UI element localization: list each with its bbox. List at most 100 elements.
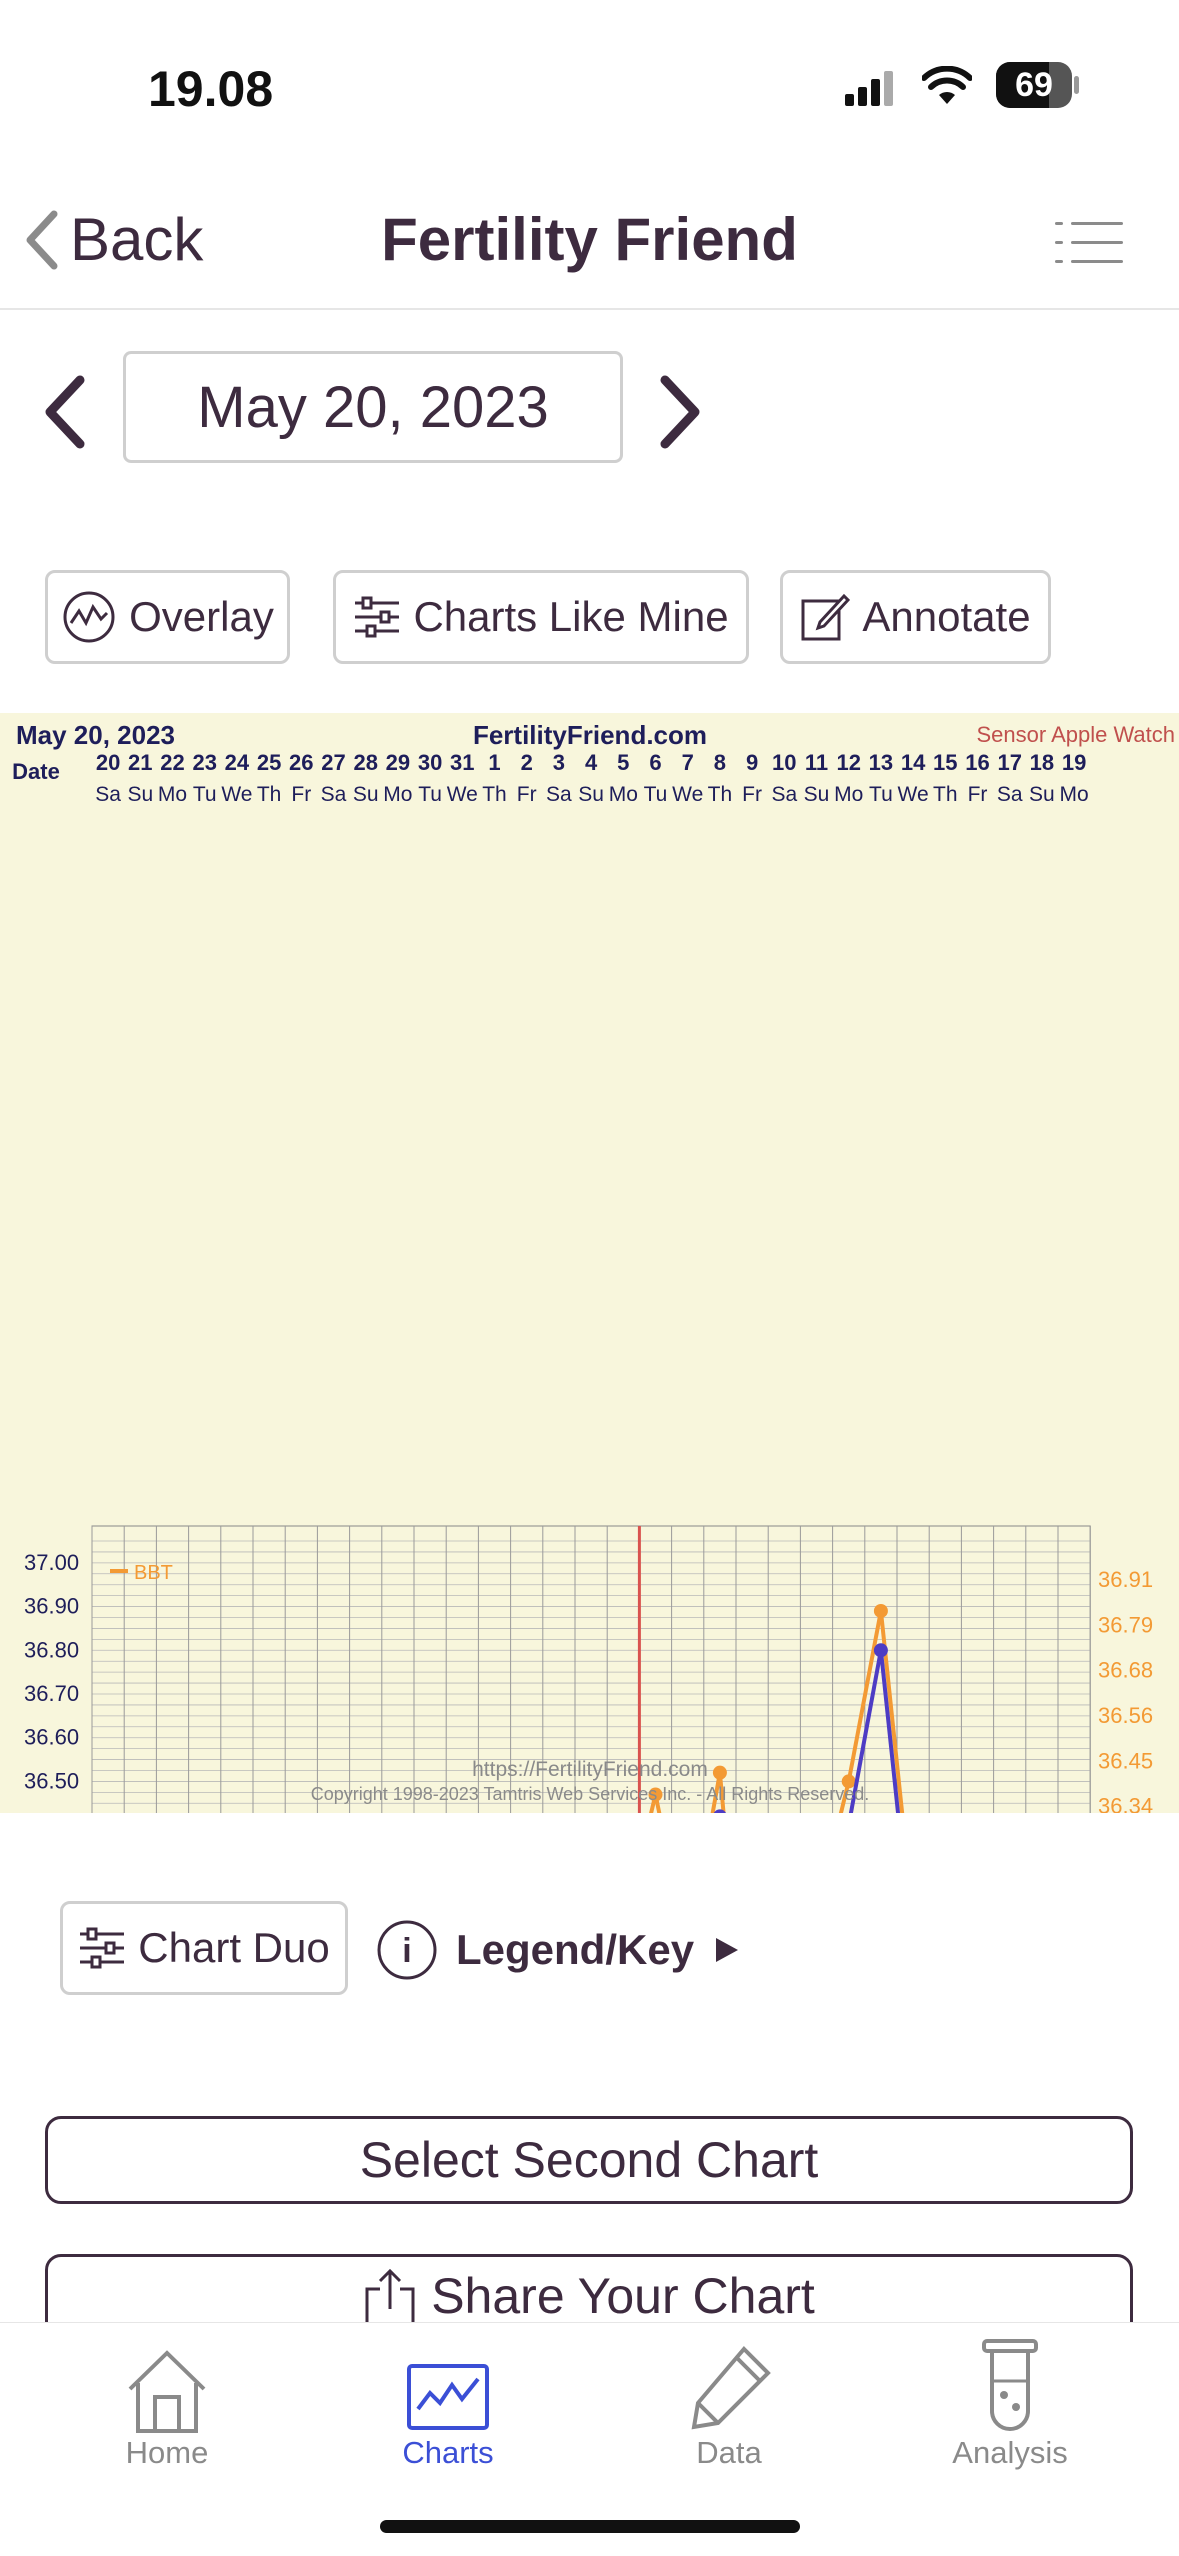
data-point [648,1787,663,1802]
date-label: 30 [418,750,442,775]
charts-like-mine-label: Charts Like Mine [413,593,729,640]
date-label: 16 [965,750,989,775]
date-label: 7 [682,750,694,775]
battery-level: 69 [1015,66,1053,104]
weekday-label: Mo [609,783,638,806]
chart-date-label: May 20, 2023 [16,720,175,750]
date-label: 20 [96,750,120,775]
weekday-label: Th [708,783,733,806]
overlay-icon [63,591,115,643]
chevron-left-icon [26,210,58,269]
next-date-button[interactable] [655,372,705,471]
date-label: 6 [649,750,661,775]
legend-key-label: Legend/Key [456,1926,695,1973]
date-label: 18 [1030,750,1054,775]
tab-charts[interactable]: Charts [338,2325,558,2471]
wifi-icon [921,65,973,106]
chart-footer-copyright: Copyright 1998-2023 Tamtris Web Services… [311,1784,870,1804]
charts-icon [407,2364,489,2430]
menu-icon[interactable] [1055,222,1123,264]
tab-analysis[interactable]: Analysis [900,2325,1120,2471]
date-label: 21 [128,750,152,775]
y-tick-label: 36.50 [24,1768,79,1793]
chart-footer-url: https://FertilityFriend.com [472,1758,708,1781]
back-button[interactable]: Back [22,205,203,274]
y-tick-label: 36.90 [24,1594,79,1619]
date-label: 9 [746,750,758,775]
series-line [846,1649,883,1826]
date-label: 15 [933,750,957,775]
y-tick-label: 36.70 [24,1681,79,1706]
overlay-label: Overlay [129,593,274,640]
y-right-tick-label: 36.56 [1098,1703,1153,1728]
battery-icon: 69 [996,62,1080,108]
chart-duo-button[interactable]: Chart Duo [60,1901,348,1995]
select-second-chart-button[interactable]: Select Second Chart [45,2116,1133,2204]
weekday-label: We [447,783,478,806]
date-label: 5 [617,750,629,775]
y-right-tick-label: 36.68 [1098,1658,1153,1683]
cellular-signal-icon [845,68,895,106]
date-label: 29 [386,750,410,775]
tab-data[interactable]: Data [619,2325,839,2471]
info-icon: i [377,1920,437,1980]
date-label: 28 [353,750,377,775]
data-point [712,1765,727,1780]
date-field[interactable]: May 20, 2023 [123,351,623,463]
svg-text:i: i [402,1932,411,1970]
y-right-tick-label: 36.79 [1098,1612,1153,1637]
weekday-label: Su [353,783,379,806]
legend-key-link[interactable]: i Legend/Key [376,1918,742,1982]
weekday-label: Tu [869,783,893,806]
chart-site-label: FertilityFriend.com [473,720,707,750]
fertility-chart: May 20, 2023 FertilityFriend.com Sensor Ap… [0,713,1179,2409]
chart-sensor-label: Sensor Apple Watch [976,722,1175,747]
share-chart-label: Share Your Chart [431,2268,815,2324]
charts-like-mine-button[interactable]: Charts Like Mine [333,570,749,664]
date-label: 13 [869,750,893,775]
bbt-chart-svg: May 20, 2023 FertilityFriend.com Sensor Ap… [0,720,1175,2409]
annotate-button[interactable]: Annotate [780,570,1051,664]
date-label: 25 [257,750,281,775]
pencil-icon [691,2346,771,2430]
y-tick-label: 36.80 [24,1637,79,1662]
weekday-label: Mo [383,783,412,806]
weekday-label: We [898,783,929,806]
date-row-label: Date [12,759,60,784]
series-line [846,1610,883,1782]
weekday-label: Mo [158,783,187,806]
y-right-tick-label: 36.91 [1098,1567,1153,1592]
bbt-legend-label: BBT [134,1562,173,1584]
date-label: 24 [225,750,250,775]
home-icon [128,2350,206,2433]
weekday-label: Sa [546,783,572,806]
y-right-tick-label: 36.34 [1098,1794,1153,1813]
weekday-label: Fr [517,783,537,806]
weekday-label: Sa [997,783,1023,806]
weekday-label: We [221,783,252,806]
previous-date-button[interactable] [40,372,90,471]
data-point [841,1774,856,1789]
weekday-label: Su [127,783,153,806]
home-indicator [380,2520,800,2533]
tab-data-label: Data [696,2435,762,2470]
weekday-label: Sa [95,783,121,806]
data-point [873,1643,888,1658]
tab-home[interactable]: Home [57,2325,277,2471]
weekday-label: Th [257,783,282,806]
test-tube-icon [982,2339,1038,2431]
weekday-label: Mo [834,783,863,806]
date-label: 26 [289,750,313,775]
data-point [873,1603,888,1618]
y-tick-label: 36.60 [24,1725,79,1750]
date-label: 31 [450,750,474,775]
y-right-tick-label: 36.45 [1098,1748,1153,1773]
navigation-bar [0,190,1179,310]
weekday-label: Fr [742,783,762,806]
weekday-label: Fr [968,783,988,806]
back-label: Back [70,206,204,273]
weekday-label: Sa [771,783,797,806]
tab-bar [0,2322,1179,2556]
weekday-label: Th [482,783,507,806]
overlay-button[interactable]: Overlay [45,570,290,664]
